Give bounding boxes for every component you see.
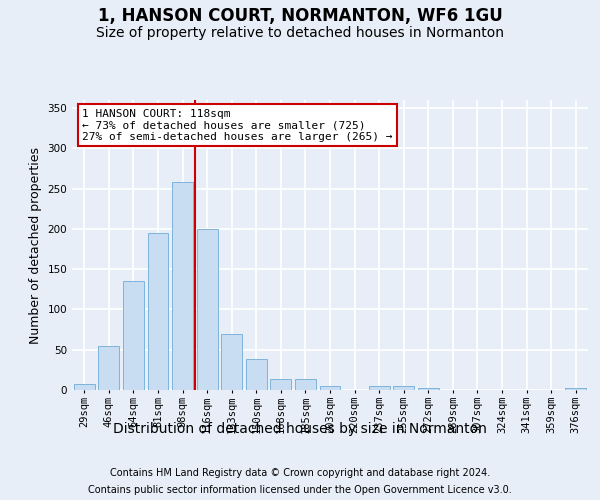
Bar [295,378,316,390]
Bar [271,378,292,390]
Text: 1, HANSON COURT, NORMANTON, WF6 1GU: 1, HANSON COURT, NORMANTON, WF6 1GU [98,8,502,26]
Bar [393,386,414,390]
Text: Size of property relative to detached houses in Normanton: Size of property relative to detached ho… [96,26,504,40]
Bar [98,346,119,390]
Bar [148,233,169,390]
Text: 1 HANSON COURT: 118sqm
← 73% of detached houses are smaller (725)
27% of semi-de: 1 HANSON COURT: 118sqm ← 73% of detached… [82,108,393,142]
Bar [565,388,586,390]
Bar [368,386,389,390]
Bar [418,388,439,390]
Bar [221,334,242,390]
Bar [197,229,218,390]
Bar [320,386,340,390]
Text: Distribution of detached houses by size in Normanton: Distribution of detached houses by size … [113,422,487,436]
Bar [172,182,193,390]
Bar [246,360,267,390]
Text: Contains HM Land Registry data © Crown copyright and database right 2024.: Contains HM Land Registry data © Crown c… [110,468,490,477]
Bar [123,281,144,390]
Bar [74,384,95,390]
Y-axis label: Number of detached properties: Number of detached properties [29,146,42,344]
Text: Contains public sector information licensed under the Open Government Licence v3: Contains public sector information licen… [88,485,512,495]
